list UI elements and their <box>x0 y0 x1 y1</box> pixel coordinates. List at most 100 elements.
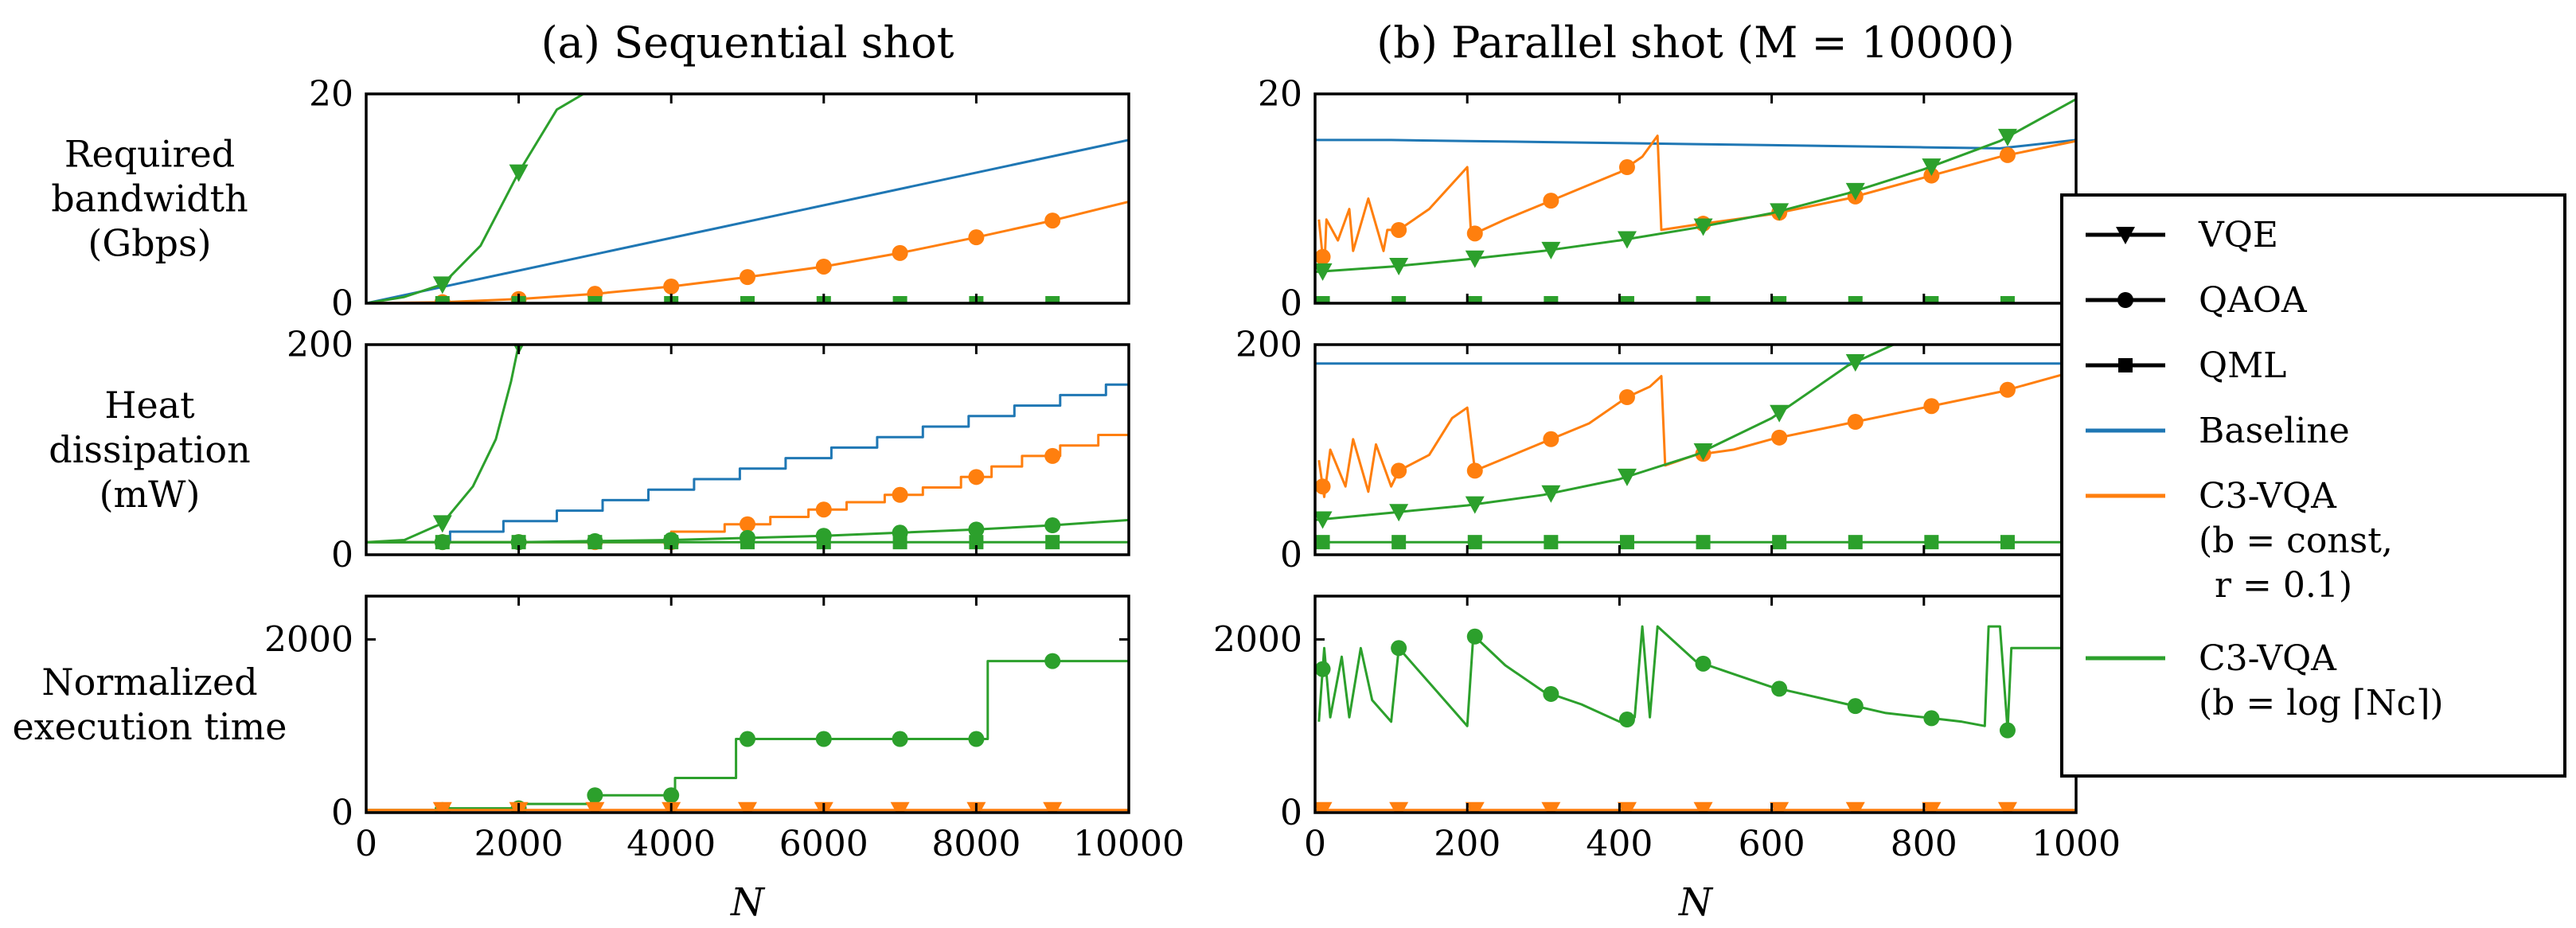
series-line-0 <box>1317 625 2076 732</box>
data-point <box>1845 182 1865 201</box>
legend-marker-triangle-down <box>2116 227 2135 244</box>
data-point <box>968 731 985 747</box>
data-point <box>1044 447 1061 464</box>
legend-label: (b = const, <box>2199 521 2393 561</box>
series-line-0 <box>1315 138 2076 150</box>
data-point <box>890 801 910 813</box>
legend-label: Baseline <box>2199 411 2350 451</box>
plot-area <box>1315 625 2076 813</box>
data-point <box>2000 296 2015 303</box>
data-point <box>1541 801 1561 813</box>
data-point <box>1389 801 1409 813</box>
data-point <box>816 535 831 550</box>
legend-entry: C3-VQA(b = log ⌈Nᴄ⌉) <box>2086 638 2444 723</box>
axes-frame <box>1313 92 2078 305</box>
x-tick-label: 10000 <box>1073 824 1185 864</box>
legend-label: r = 0.1) <box>2215 565 2352 606</box>
data-point <box>1466 225 1483 242</box>
data-point <box>432 515 452 533</box>
x-tick-label: 800 <box>1891 824 1957 864</box>
data-point <box>1391 462 1407 479</box>
data-point <box>1618 159 1635 176</box>
data-point <box>511 535 526 550</box>
data-point <box>1847 698 1864 715</box>
data-point <box>1543 193 1559 209</box>
x-tick-label: 600 <box>1739 824 1805 864</box>
data-point <box>740 731 755 747</box>
plot-area <box>1315 98 2076 303</box>
plot-area <box>366 653 1129 813</box>
data-point <box>1467 296 1482 303</box>
axes-frame <box>365 595 1130 814</box>
data-point <box>1045 535 1060 550</box>
data-point <box>1045 296 1060 303</box>
data-point <box>1315 511 1333 529</box>
data-point <box>1772 296 1787 303</box>
x-axis-label: N <box>730 880 766 925</box>
data-point <box>815 501 832 518</box>
data-point <box>1315 248 1331 265</box>
legend-entry: Baseline <box>2086 411 2350 451</box>
data-point <box>1466 628 1483 645</box>
legend-entry: QAOA <box>2086 280 2308 321</box>
data-point <box>1541 485 1561 503</box>
x-tick-label: 8000 <box>931 824 1021 864</box>
y-tick-label: 0 <box>1280 793 1302 833</box>
row-label: bandwidth <box>51 177 248 220</box>
data-point <box>740 535 755 550</box>
y-tick-label: 0 <box>1280 535 1302 575</box>
row-label: Heat <box>104 384 195 427</box>
x-tick-label: 200 <box>1434 824 1501 864</box>
axes-frame <box>365 92 1130 305</box>
data-point <box>1544 535 1559 550</box>
data-point <box>1848 535 1863 550</box>
axes-frame <box>1313 343 2078 556</box>
data-point <box>1617 231 1637 249</box>
legend-label: C3-VQA <box>2199 476 2337 517</box>
data-point <box>1693 218 1713 236</box>
data-point <box>969 535 984 550</box>
y-tick-label: 0 <box>1280 283 1302 324</box>
data-point <box>1465 496 1485 514</box>
data-point <box>1924 296 1939 303</box>
data-point <box>1696 535 1711 550</box>
data-point <box>1391 296 1407 303</box>
data-point <box>2000 535 2015 550</box>
x-axis-label: N <box>1678 880 1714 925</box>
data-point <box>1465 801 1485 813</box>
data-point <box>435 296 450 303</box>
row-label: execution time <box>13 705 287 748</box>
row-label: (mW) <box>100 473 201 516</box>
data-point <box>1315 296 1330 303</box>
y-tick-label: 20 <box>309 74 353 115</box>
panel-b-time: 0 200 400 600 800 1000 0 2000 N <box>1213 595 2121 925</box>
row-label: Normalized <box>41 661 257 704</box>
data-point <box>1695 655 1711 672</box>
data-point <box>1617 801 1637 813</box>
data-point <box>892 244 908 261</box>
x-tick-label: 0 <box>1304 824 1326 864</box>
data-point <box>1391 640 1407 657</box>
axes-frame <box>1313 595 2078 814</box>
legend-label: C3-VQA <box>2199 638 2337 679</box>
data-point <box>968 521 985 538</box>
data-point <box>1693 801 1713 813</box>
data-point <box>1693 443 1713 461</box>
row-label: Required <box>64 133 235 176</box>
data-point <box>1541 241 1561 259</box>
legend-entry: VQE <box>2086 215 2278 255</box>
row-label: dissipation <box>49 428 250 471</box>
data-point <box>1770 203 1790 221</box>
data-point <box>1315 535 1330 550</box>
legend-frame <box>2060 193 2566 778</box>
legend-label: QAOA <box>2199 280 2308 321</box>
data-point <box>892 296 907 303</box>
data-point <box>968 229 985 246</box>
data-point <box>1997 801 2017 813</box>
data-point <box>432 276 452 294</box>
data-point <box>663 787 680 804</box>
y-tick-label: 20 <box>1258 74 1302 115</box>
data-point <box>1619 535 1634 550</box>
data-point <box>587 535 603 550</box>
